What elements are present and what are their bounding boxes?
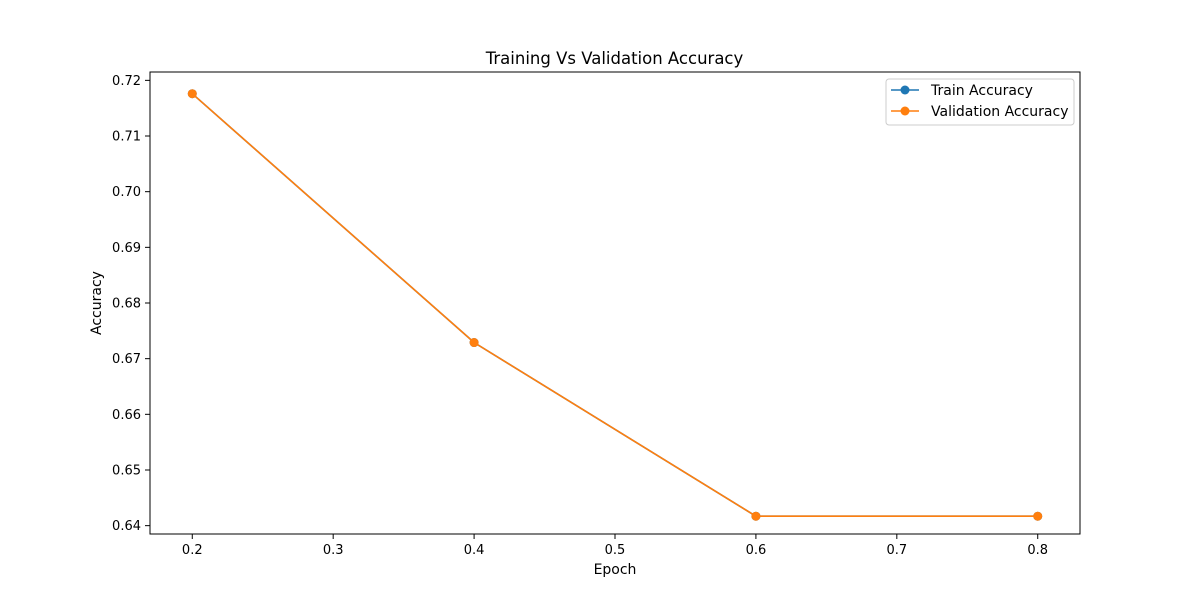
chart-title: Training Vs Validation Accuracy [485, 49, 744, 68]
legend-marker [900, 85, 910, 95]
series-line-1 [191, 93, 1038, 517]
legend-label: Train Accuracy [930, 83, 1033, 99]
y-tick-label: 0.68 [112, 297, 141, 312]
y-tick-label: 0.70 [112, 185, 141, 200]
x-tick-label: 0.6 [746, 543, 767, 558]
x-tick-label: 0.7 [886, 543, 907, 558]
legend-marker [900, 106, 910, 116]
data-point [751, 511, 761, 521]
series-layer [187, 89, 1043, 521]
data-point [1033, 511, 1043, 521]
x-tick-label: 0.4 [464, 543, 485, 558]
ticks-layer: 0.2 0.3 0.4 0.5 0.6 0.7 0.8 0.64 0.65 0.66 0.67 0.6… [112, 74, 1048, 558]
x-tick-label: 0.5 [605, 543, 626, 558]
x-tick-label: 0.3 [323, 543, 344, 558]
y-tick-label: 0.71 [112, 130, 141, 145]
y-tick-label: 0.72 [112, 74, 141, 89]
y-tick-label: 0.69 [112, 241, 141, 256]
legend-label: Validation Accuracy [931, 104, 1069, 120]
plot-frame [149, 71, 1081, 535]
legend: Train Accuracy Validation Accuracy [885, 78, 1075, 126]
data-point [469, 338, 479, 348]
y-tick-label: 0.65 [112, 463, 141, 478]
x-axis-label: Epoch [594, 562, 637, 578]
y-tick-label: 0.66 [112, 408, 141, 423]
y-tick-label: 0.67 [112, 352, 141, 367]
legend-box [885, 78, 1075, 126]
data-point [187, 89, 197, 99]
y-axis-label: Accuracy [89, 271, 105, 335]
y-tick-label: 0.64 [112, 519, 141, 534]
x-tick-label: 0.8 [1027, 543, 1048, 558]
x-tick-label: 0.2 [182, 543, 203, 558]
